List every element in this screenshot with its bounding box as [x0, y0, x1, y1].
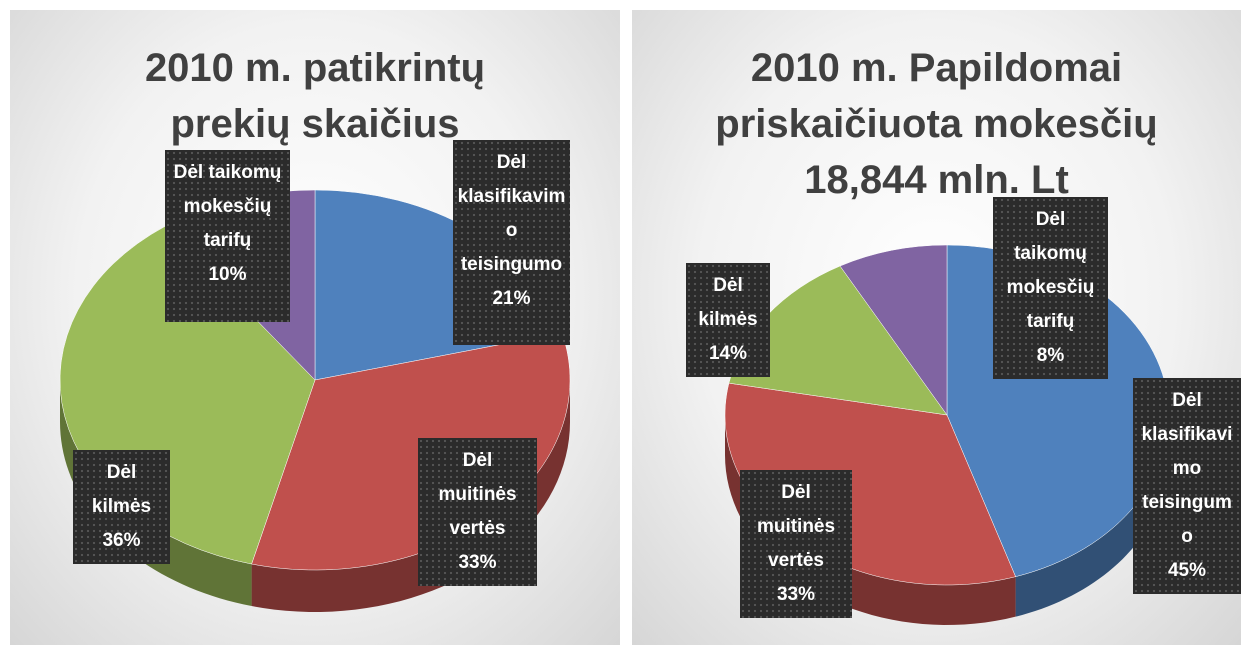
- value-label: 21%: [492, 288, 531, 309]
- data-label: Dėl kilmės 36%: [73, 450, 170, 564]
- category-label: Dėl kilmės: [91, 462, 152, 517]
- chart-panel: 2010 m. patikrintų prekių skaičius Dėl kl…: [10, 10, 620, 645]
- category-label: Dėl klasifikavimo teisingumo: [1141, 390, 1233, 547]
- pie-slice: [839, 244, 948, 416]
- category-label: Dėl klasifikavimo teisingumo: [457, 152, 566, 275]
- pie-side: [1015, 415, 1169, 617]
- data-label: Dėl klasifikavimo teisingumo 21%: [453, 140, 570, 345]
- value-label: 45%: [1167, 560, 1207, 581]
- data-label: Dėl muitinės vertės 33%: [740, 470, 852, 618]
- category-label: Dėl kilmės: [698, 275, 758, 330]
- category-label: Dėl taikomų mokesčių tarifų: [1006, 209, 1095, 332]
- data-label: Dėl kilmės 14%: [686, 263, 770, 377]
- value-label: 33%: [776, 584, 816, 605]
- category-label: Dėl muitinės vertės: [438, 450, 517, 539]
- value-label: 33%: [458, 552, 497, 573]
- value-label: 10%: [208, 264, 247, 285]
- data-label: Dėl taikomų mokesčių tarifų 10%: [165, 150, 290, 322]
- chart-title: 2010 m. patikrintų prekių skaičius: [144, 46, 486, 146]
- data-label: Dėl taikomų mokesčių tarifų 8%: [993, 197, 1108, 379]
- chart-title: 2010 m. Papildomai priskaičiuota mokesči…: [715, 46, 1158, 202]
- data-label: Dėl klasifikavimo teisingumo 45%: [1133, 378, 1241, 594]
- value-label: 8%: [1036, 345, 1065, 366]
- data-label: Dėl muitinės vertės 33%: [418, 438, 537, 586]
- category-label: Dėl taikomų mokesčių tarifų: [173, 162, 282, 251]
- chart-panel: 2010 m. Papildomai priskaičiuota mokesči…: [632, 10, 1241, 645]
- category-label: Dėl muitinės vertės: [756, 482, 836, 571]
- value-label: 14%: [708, 343, 748, 364]
- value-label: 36%: [102, 530, 141, 551]
